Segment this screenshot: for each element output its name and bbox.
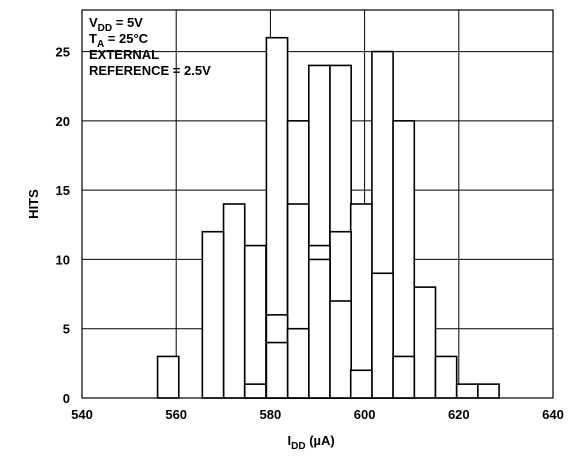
y-tick-label: 0 bbox=[63, 391, 70, 406]
annotation-text: T bbox=[89, 31, 97, 46]
histogram-bar bbox=[329, 300, 352, 399]
y-axis-label: HITS bbox=[26, 189, 41, 219]
annotation-text: REFERENCE = 2.5V bbox=[89, 63, 211, 78]
y-tick-label: 15 bbox=[56, 183, 70, 198]
x-axis-label-main: I bbox=[288, 433, 292, 448]
x-axis-label-sub: DD bbox=[291, 441, 305, 452]
y-tick-label: 10 bbox=[56, 252, 70, 267]
histogram-bar bbox=[201, 230, 225, 399]
y-tick-labels: 0 5 10 15 20 25 bbox=[56, 45, 70, 406]
x-tick-label: 600 bbox=[354, 407, 376, 422]
x-tick-label: 640 bbox=[542, 407, 564, 422]
annotation-text: EXTERNAL bbox=[89, 47, 159, 62]
histogram-bar bbox=[413, 286, 437, 399]
x-axis-label-unit: (µA) bbox=[306, 433, 335, 448]
annotation-line: EXTERNAL bbox=[89, 47, 159, 62]
y-tick-label: 20 bbox=[56, 114, 70, 129]
histogram-bar bbox=[371, 272, 394, 399]
x-tick-label: 620 bbox=[448, 407, 470, 422]
histogram-bar bbox=[243, 383, 267, 399]
histogram-bar bbox=[222, 203, 246, 399]
histogram-bar bbox=[349, 203, 373, 399]
annotation-subscript: DD bbox=[98, 23, 112, 34]
y-tick-label: 5 bbox=[63, 322, 70, 337]
x-tick-label: 560 bbox=[165, 407, 187, 422]
annotation-line: VDD = 5V bbox=[89, 15, 143, 34]
x-tick-label: 540 bbox=[71, 407, 93, 422]
histogram-bar bbox=[307, 258, 331, 399]
histogram-bar bbox=[265, 341, 289, 399]
histogram-bar bbox=[243, 244, 267, 399]
x-tick-labels: 540 560 580 600 620 640 bbox=[71, 407, 564, 422]
x-axis-label: IDD (µA) bbox=[288, 433, 335, 452]
x-tick-label: 580 bbox=[260, 407, 282, 422]
y-tick-label: 25 bbox=[56, 45, 70, 60]
annotation-line: REFERENCE = 2.5V bbox=[89, 63, 211, 78]
histogram-bar bbox=[349, 369, 373, 399]
plot-frame bbox=[81, 9, 554, 399]
annotation-subscript: A bbox=[97, 39, 104, 50]
annotation-value: = 5V bbox=[112, 15, 143, 30]
histogram-bar bbox=[434, 355, 458, 399]
annotation-value: = 25°C bbox=[104, 31, 148, 46]
histogram-bar bbox=[156, 355, 180, 399]
annotation-text: V bbox=[89, 15, 98, 30]
histogram-bar bbox=[286, 327, 310, 399]
histogram-bar bbox=[477, 383, 500, 399]
annotation-line: TA = 25°C bbox=[89, 31, 149, 50]
histogram-bar bbox=[455, 383, 479, 399]
histogram-bar bbox=[392, 355, 416, 399]
